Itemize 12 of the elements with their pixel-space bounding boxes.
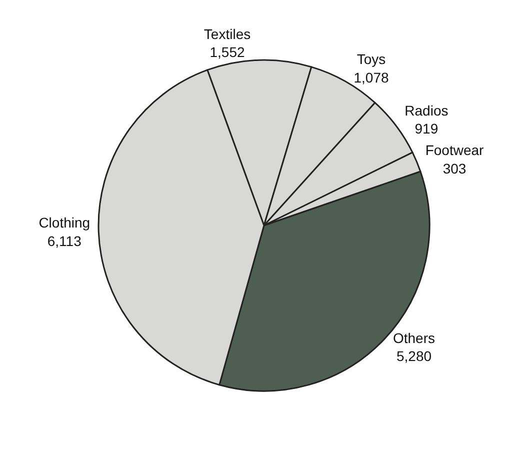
slice-label: Toys xyxy=(356,51,386,68)
data-label: 1,552 xyxy=(210,44,245,60)
slice-label: Radios xyxy=(404,102,448,118)
data-label: 6,113 xyxy=(47,232,82,249)
slice-label: Footwear xyxy=(425,142,484,158)
slice-label: Clothing xyxy=(38,214,90,231)
slice-label: Others xyxy=(392,330,436,346)
data-label: 919 xyxy=(414,120,438,137)
data-label: 5,280 xyxy=(396,348,432,364)
data-label: 303 xyxy=(442,160,466,176)
slice-label: Textiles xyxy=(204,26,251,42)
data-label: 1,078 xyxy=(354,69,389,86)
